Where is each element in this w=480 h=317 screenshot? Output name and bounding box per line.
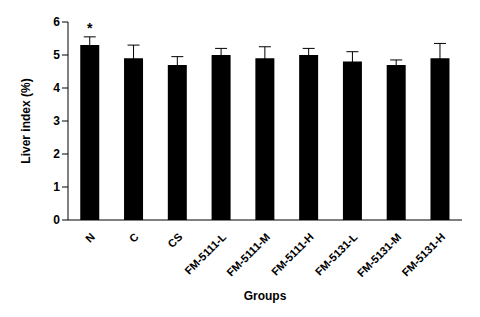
svg-text:FM-5131-M: FM-5131-M bbox=[355, 231, 404, 280]
svg-text:FM-5111-M: FM-5111-M bbox=[224, 231, 272, 279]
svg-text:CS: CS bbox=[165, 231, 184, 250]
svg-text:1: 1 bbox=[53, 180, 60, 194]
svg-text:2: 2 bbox=[53, 147, 60, 161]
svg-text:C: C bbox=[127, 231, 141, 245]
svg-text:3: 3 bbox=[53, 114, 60, 128]
svg-text:FM-5131-L: FM-5131-L bbox=[313, 230, 360, 277]
svg-text:FM-5111-L: FM-5111-L bbox=[182, 230, 228, 276]
svg-text:N: N bbox=[83, 231, 97, 245]
svg-text:*: * bbox=[87, 20, 93, 36]
svg-text:Liver index (%): Liver index (%) bbox=[19, 78, 33, 163]
svg-text:FM-5131-H: FM-5131-H bbox=[399, 231, 447, 279]
svg-text:6: 6 bbox=[53, 15, 60, 29]
svg-text:4: 4 bbox=[53, 81, 60, 95]
svg-text:0: 0 bbox=[53, 213, 60, 227]
svg-text:5: 5 bbox=[53, 48, 60, 62]
svg-text:FM-5111-H: FM-5111-H bbox=[269, 231, 316, 278]
svg-text:Groups: Groups bbox=[244, 289, 287, 303]
